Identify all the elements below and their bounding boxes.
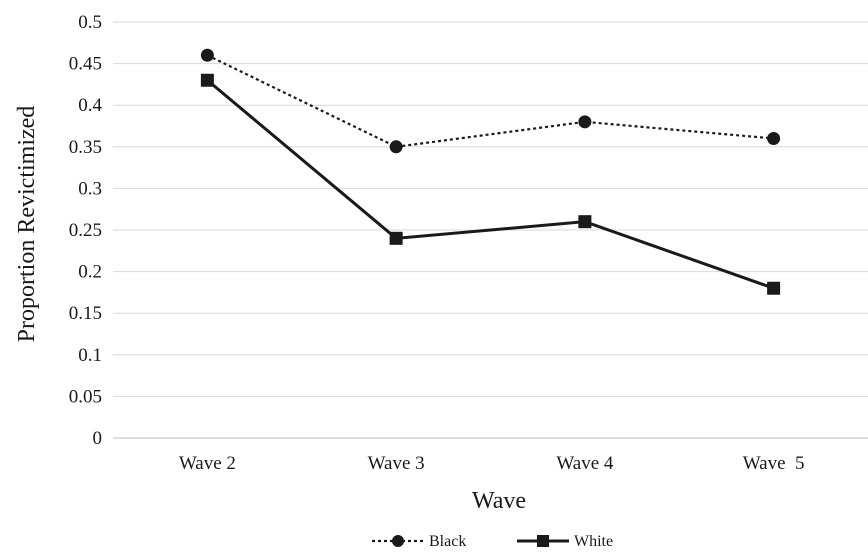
x-tick-label: Wave 4: [556, 453, 614, 474]
series-line-white: [206, 79, 775, 290]
data-point-white: [578, 215, 592, 229]
x-axis-title: Wave: [472, 488, 526, 514]
y-tick-label: 0.3: [78, 178, 102, 199]
y-tick-label: 0.1: [78, 345, 102, 366]
data-point-black: [767, 131, 781, 145]
y-tick-label: 0.25: [69, 220, 102, 241]
series-black: [200, 48, 781, 154]
legend-marker-square: [537, 535, 549, 547]
y-axis-tick-labels: 0 0.05 0.1 0.15 0.2 0.25 0.3 0.35 0.4 0.45 0.5: [69, 12, 103, 449]
x-tick-label: Wave 3: [368, 453, 425, 474]
y-axis-title: Proportion Revictimized: [14, 106, 40, 343]
legend-marker-circle: [392, 535, 404, 547]
data-point-white: [767, 281, 781, 295]
legend: Black White: [372, 533, 613, 550]
y-tick-label: 0.2: [78, 262, 102, 283]
x-axis-tick-labels: Wave 2 Wave 3 Wave 4 Wave 5: [179, 453, 805, 474]
y-tick-label: 0.5: [78, 12, 102, 33]
data-point-white: [200, 73, 214, 87]
y-tick-label: 0.45: [69, 54, 102, 75]
data-point-black: [389, 140, 403, 154]
y-tick-label: 0: [93, 428, 103, 449]
y-tick-label: 0.4: [78, 95, 102, 116]
y-tick-label: 0.15: [69, 303, 102, 324]
series-layer: [200, 48, 781, 295]
legend-item-black: Black: [372, 533, 466, 550]
series-line-black: [206, 54, 774, 148]
series-white: [200, 73, 781, 295]
legend-label: Black: [429, 533, 466, 550]
data-point-black: [200, 48, 214, 62]
legend-item-white: White: [517, 533, 613, 550]
y-tick-label: 0.35: [69, 137, 102, 158]
data-point-white: [389, 231, 403, 245]
y-tick-label: 0.05: [69, 386, 102, 407]
legend-label: White: [574, 533, 613, 550]
data-point-black: [578, 115, 592, 129]
x-tick-label: Wave 2: [179, 453, 236, 474]
x-tick-label: Wave 5: [743, 453, 805, 474]
